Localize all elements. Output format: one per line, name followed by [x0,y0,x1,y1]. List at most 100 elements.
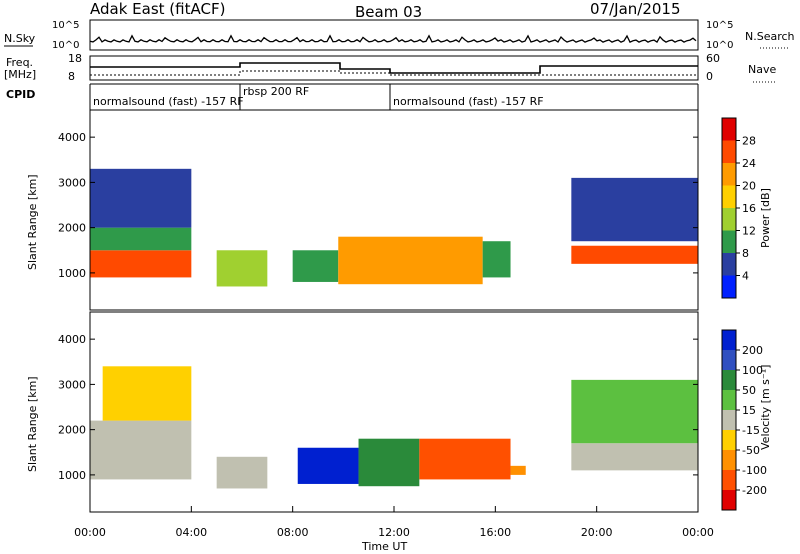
colorbar-tick-label: 12 [742,225,756,238]
colorbar-swatch [722,430,736,451]
colorbar-swatch [722,370,736,391]
colorbar-swatch [722,330,736,351]
noise-sky-line [89,34,697,44]
heatmap-region-0 [90,420,192,480]
noise-right-tick-bottom: 10^0 [706,40,733,51]
noise-left-tick-bottom: 10^0 [52,40,79,51]
velocity-colorbar-label: Velocity [m s⁻¹] [759,365,772,450]
heatmap-region-1 [90,227,192,251]
colorbar-swatch [722,208,736,231]
cpid-label: CPID [6,88,35,101]
heatmap-region-8 [571,177,698,242]
heatmap-region-0 [90,250,192,278]
heatmap-region-6 [510,465,526,475]
velocity-colorbar: 200 100 50 15 -15 -50 -100 -200 [721,329,767,511]
x-tick-label: 00:00 [74,526,106,539]
colorbar-swatch [722,450,736,471]
colorbar-tick-label: 16 [742,202,756,215]
y-tick-label: 4000 [58,333,86,346]
power-colorbar-label: Power [dB] [759,188,772,248]
noise-panel-frame [89,19,699,51]
y-tick-label: 3000 [58,378,86,391]
date-title: 07/Jan/2015 [590,0,681,18]
freq-label-2: [MHz] [4,68,36,81]
colorbar-swatch [722,410,736,431]
y-tick-label: 4000 [58,131,86,144]
freq-panel-frame [89,55,699,81]
colorbar-swatch [722,470,736,491]
colorbar-tick-label: -50 [742,444,760,457]
x-tick-label: 20:00 [581,526,613,539]
nave-line [90,70,698,76]
heatmap-region-4 [292,250,339,282]
colorbar-tick-label: 50 [742,384,756,397]
power-heatmap [90,168,698,287]
x-axis-label: Time UT [361,540,407,553]
freq-line [90,62,698,74]
heatmap-region-7 [571,245,698,264]
colorbar-swatch [722,275,736,299]
cpid-segment-1: normalsound (fast) -157 RF [93,95,244,108]
heatmap-region-5 [338,236,483,285]
y-tick-label: 2000 [58,424,86,437]
heatmap-region-3 [216,250,268,287]
colorbar-swatch [722,390,736,411]
site-title: Adak East (fitACF) [90,0,225,18]
velocity-y-ticks: 4000 3000 2000 1000 [58,333,698,482]
velocity-y-label: Slant Range [km] [26,376,39,472]
heatmap-region-3 [297,447,359,484]
colorbar-tick-label: 28 [742,135,756,148]
colorbar-tick-label: 24 [742,157,756,170]
power-panel-frame [89,109,699,311]
power-y-label: Slant Range [km] [26,174,39,270]
colorbar-swatch [722,118,736,141]
x-tick-label: 00:00 [682,526,714,539]
power-y-ticks: 4000 3000 2000 1000 [58,131,698,280]
nave-label: Nave [748,63,776,76]
colorbar-swatch [722,163,736,186]
colorbar-tick-label: -15 [742,424,760,437]
y-tick-label: 1000 [58,469,86,482]
power-colorbar: 28 24 20 16 12 8 4 [721,117,756,299]
freq-tick-bottom: 8 [68,70,75,83]
colorbar-tick-label: 200 [742,344,763,357]
cpid-segment-3: normalsound (fast) -157 RF [393,95,544,108]
x-tick-label: 04:00 [175,526,207,539]
cpid-segment-2: rbsp 200 RF [243,85,309,98]
colorbar-tick-label: -200 [742,484,767,497]
nave-tick-top: 60 [706,52,720,65]
heatmap-region-8 [571,379,698,444]
colorbar-tick-label: -100 [742,464,767,477]
colorbar-swatch [722,230,736,254]
velocity-heatmap [90,366,698,489]
heatmap-region-4 [358,438,420,487]
noise-right-tick-top: 10^5 [706,20,733,31]
colorbar-frame [721,329,737,511]
nave-tick-bottom: 0 [706,70,713,83]
colorbar-tick-label: 15 [742,404,756,417]
colorbar-tick-label: 20 [742,180,756,193]
heatmap-region-6 [482,241,511,278]
colorbar-tick-label: 8 [742,247,749,260]
x-ticks: 00:00 04:00 08:00 12:00 16:00 20:00 00:00 [74,506,714,539]
heatmap-region-1 [102,366,192,421]
freq-label-1: Freq. [6,56,33,69]
colorbar-tick-label: 4 [742,270,749,283]
x-tick-label: 16:00 [479,526,511,539]
heatmap-region-7 [571,443,698,471]
beam-title: Beam 03 [355,3,422,21]
heatmap-region-5 [419,438,511,480]
colorbar-swatch [722,490,736,511]
colorbar-swatch [722,185,736,209]
y-tick-label: 3000 [58,176,86,189]
noise-right-label: N.Search [745,30,795,43]
y-tick-label: 1000 [58,267,86,280]
y-tick-label: 2000 [58,222,86,235]
noise-left-tick-top: 10^5 [52,20,79,31]
colorbar-swatch [722,253,736,276]
freq-tick-top: 18 [68,52,82,65]
heatmap-region-2 [216,456,268,489]
noise-left-label: N.Sky [4,32,36,45]
colorbar-swatch [722,140,736,164]
